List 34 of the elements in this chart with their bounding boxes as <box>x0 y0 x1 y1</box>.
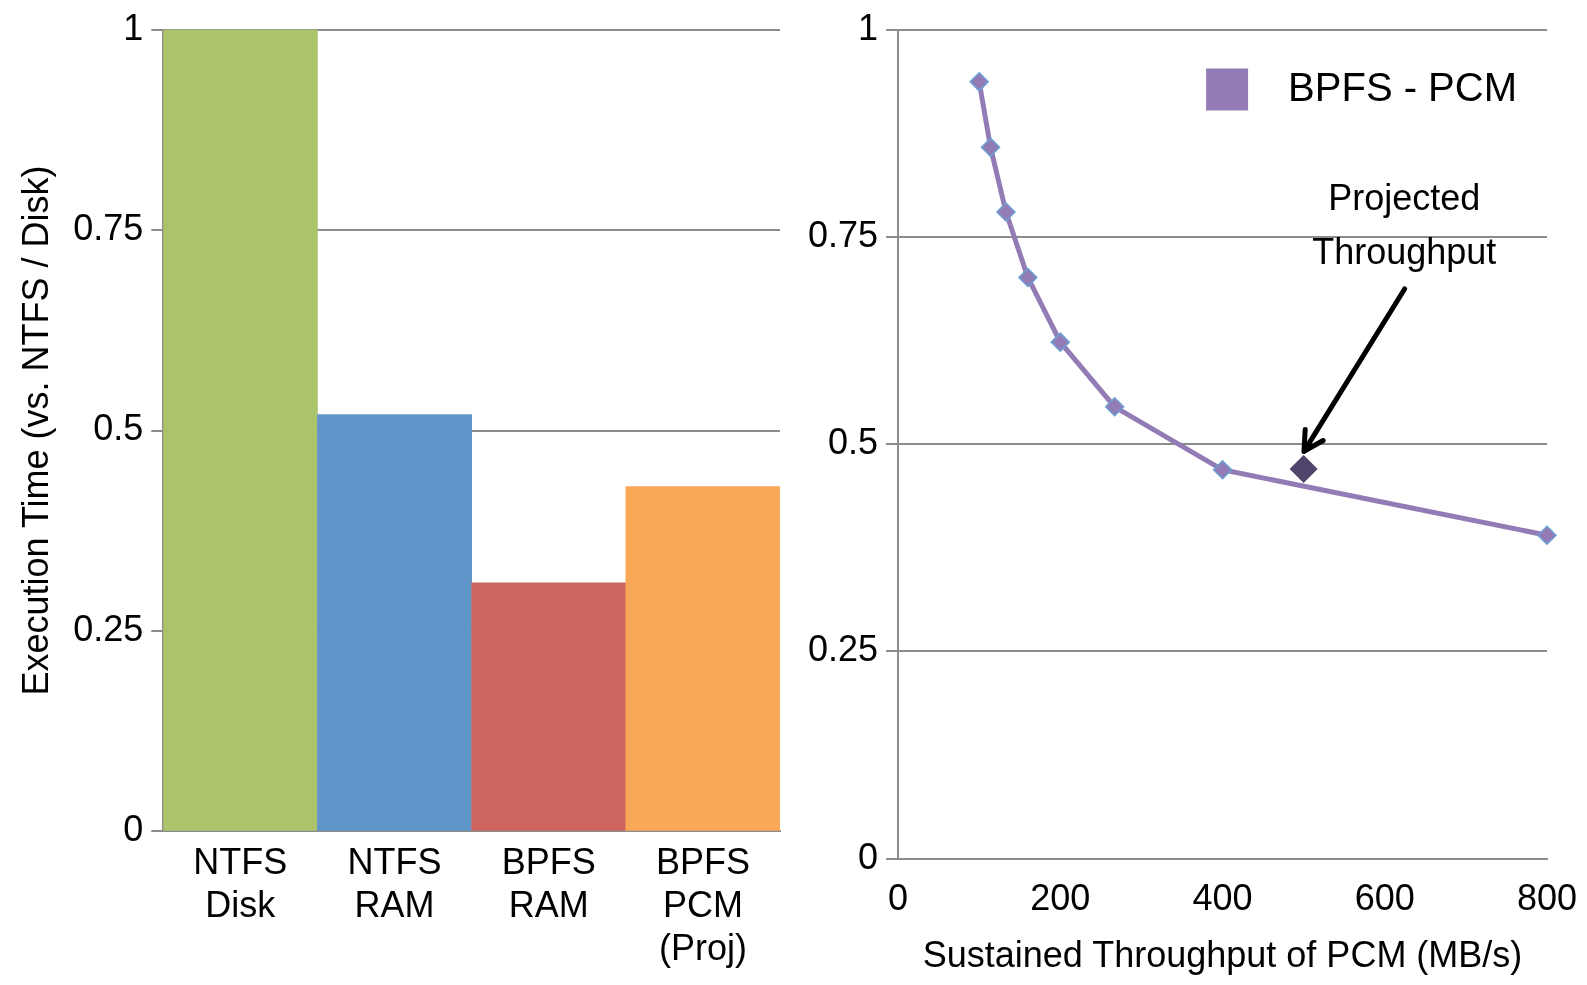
y-axis-title: Execution Time (vs. NTFS / Disk) <box>14 165 56 696</box>
y-tick-label: 0 <box>123 808 144 850</box>
x-tick-label: 800 <box>1516 877 1578 919</box>
y-tick-label: 0.5 <box>93 407 144 449</box>
y-tick-label: 1 <box>123 6 144 48</box>
point <box>1212 460 1233 480</box>
point <box>969 72 989 92</box>
point <box>1018 267 1038 288</box>
bar <box>471 582 627 831</box>
x-tick-label: 0 <box>888 877 909 919</box>
x-tick-label: 200 <box>1030 877 1091 919</box>
point <box>996 202 1016 222</box>
y-tick-label: 0.25 <box>73 607 144 649</box>
y-tick-label: 0.5 <box>828 421 879 463</box>
x-tick-label: 400 <box>1192 877 1253 919</box>
x-tick-label: BPFS RAM <box>501 840 596 926</box>
point <box>1050 332 1071 352</box>
point <box>1289 454 1318 483</box>
legend-label: BPFS - PCM <box>1288 64 1517 109</box>
y-tick-label: 0.75 <box>807 213 879 255</box>
bar <box>625 486 780 831</box>
annotation: Projected Throughput <box>1312 176 1497 272</box>
x-axis-title: Sustained Throughput of PCM (MB/s) <box>922 934 1523 976</box>
y-tick-label: 0.75 <box>73 206 144 248</box>
point <box>980 137 1001 158</box>
point <box>1537 525 1557 546</box>
y-tick-label: 1 <box>858 6 879 48</box>
x-tick-label: NTFS RAM <box>347 840 442 926</box>
bar <box>317 414 472 831</box>
point <box>1104 397 1125 417</box>
y-tick-label: 0.25 <box>807 628 879 670</box>
x-tick-label: 600 <box>1354 877 1415 919</box>
x-tick-label: NTFS Disk <box>193 840 288 926</box>
x-tick-label: BPFS PCM (Proj) <box>655 840 750 969</box>
